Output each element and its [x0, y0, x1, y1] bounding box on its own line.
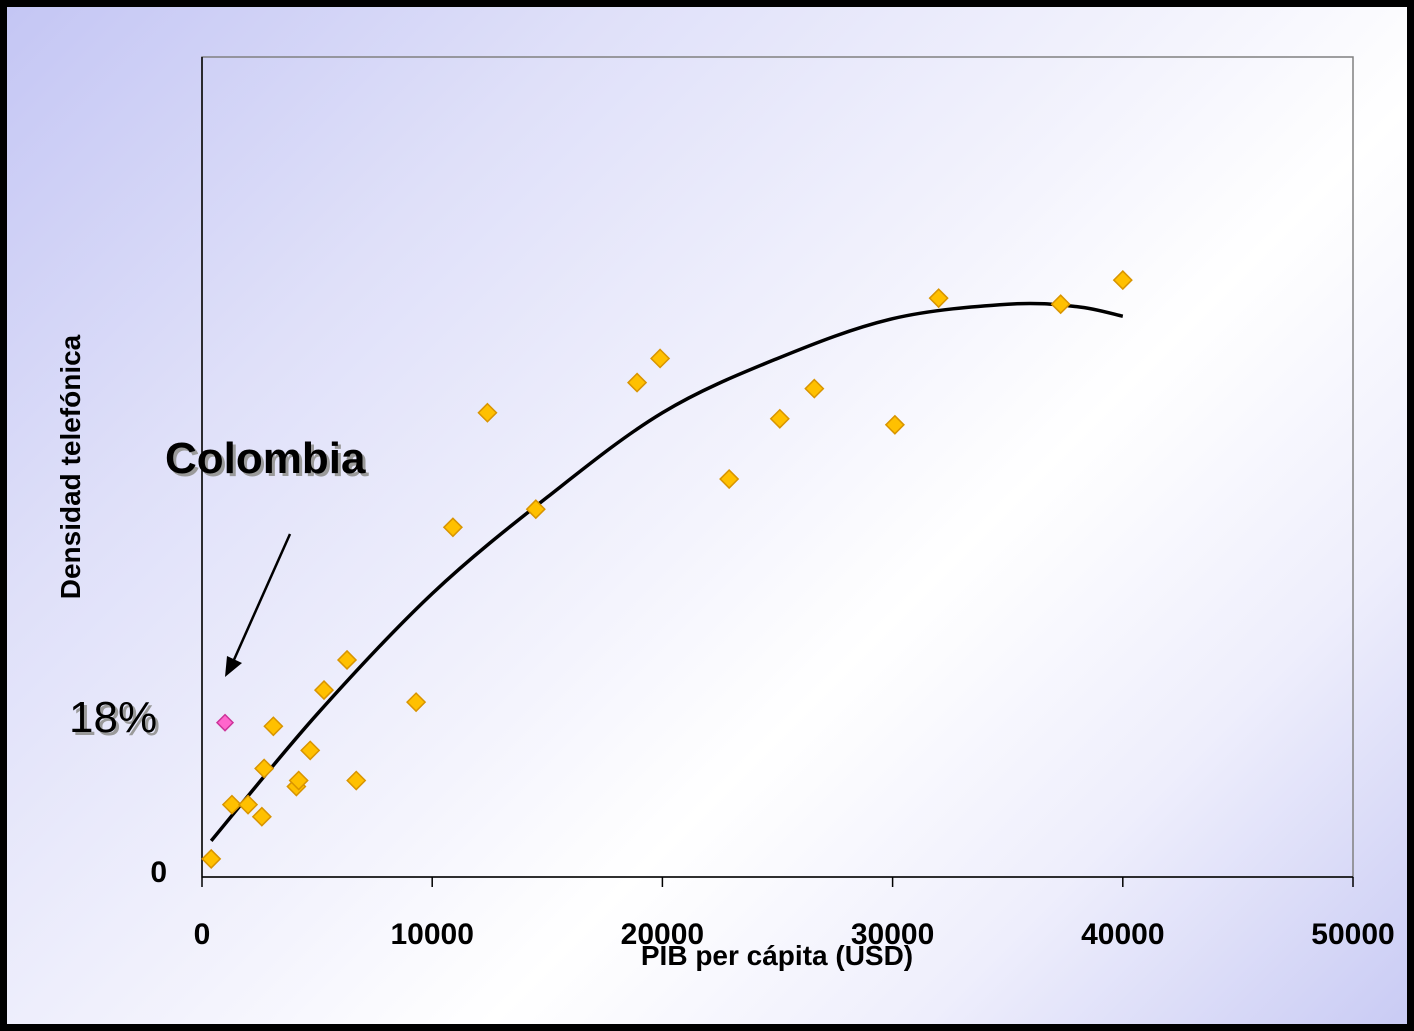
x-tick-label: 40000 [1081, 918, 1164, 951]
scatter-chart: 0 10000 20000 30000 40000 50000 0 PIB per cáp… [55, 56, 1395, 971]
colombia-value-shadow: 18% [72, 696, 160, 745]
data-point [477, 402, 498, 423]
data-point [804, 378, 825, 399]
x-tick-label: 20000 [621, 918, 704, 951]
data-point [300, 740, 321, 761]
data-point [525, 499, 546, 520]
data-point [336, 649, 358, 671]
data-point [288, 770, 309, 791]
x-tick-label: 50000 [1311, 918, 1394, 951]
plot-area [201, 56, 1354, 878]
data-point [1050, 294, 1071, 315]
data-point [1112, 270, 1133, 291]
data-point [201, 848, 222, 869]
colombia-point [215, 713, 235, 732]
x-tick-label: 30000 [851, 918, 934, 951]
data-points [201, 270, 1133, 869]
colombia-annotation: Colombia Colombia 18% 18% [69, 434, 369, 745]
annotation-arrow [231, 533, 292, 663]
data-point [346, 770, 367, 791]
data-point [442, 517, 463, 538]
annotation-arrowhead [225, 656, 242, 677]
data-point [313, 680, 335, 701]
x-tick-label: 0 [194, 918, 211, 951]
data-point [627, 372, 648, 393]
data-point [769, 408, 790, 429]
data-point [263, 716, 284, 737]
data-point [251, 806, 272, 827]
data-point [221, 794, 242, 815]
data-point [254, 758, 275, 779]
x-axis-title: PIB per cápita (USD) [641, 940, 913, 971]
colombia-label: Colombia [165, 434, 366, 483]
data-point [650, 348, 671, 369]
colombia-value: 18% [69, 693, 157, 742]
data-point [406, 692, 427, 713]
y-axis-title: Densidad telefónica [55, 334, 86, 599]
data-point [928, 288, 949, 309]
data-point [719, 468, 740, 490]
data-point [884, 414, 905, 435]
x-tick-label: 10000 [390, 918, 473, 951]
x-axis-ticks [201, 877, 1354, 887]
y-tick-label-zero: 0 [150, 856, 167, 889]
x-axis-tick-labels: 0 10000 20000 30000 40000 50000 [194, 918, 1395, 951]
data-point [237, 794, 259, 815]
colombia-label-shadow: Colombia [168, 437, 369, 486]
trend-line [209, 301, 1124, 842]
